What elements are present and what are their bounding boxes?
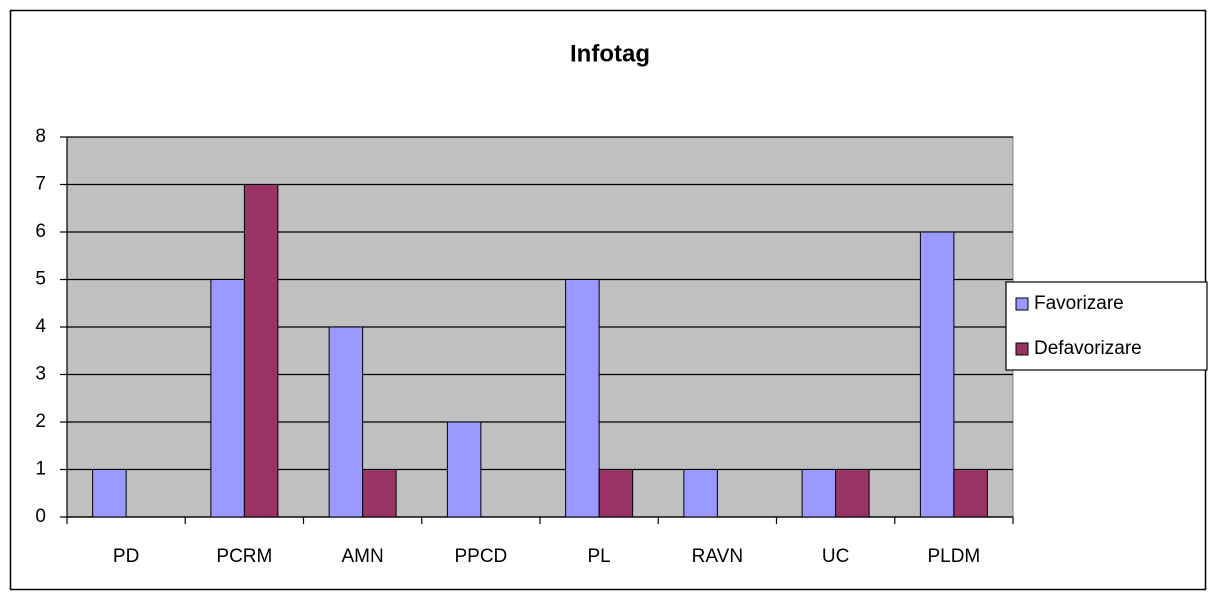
bar [328,326,364,518]
x-tick-label: AMN [342,546,384,567]
y-tick-label: 6 [35,221,46,242]
x-tick-label: PCRM [216,546,272,567]
y-tick-label: 7 [35,174,46,195]
x-tick-label: RAVN [692,546,743,567]
x-tick-label: UC [822,546,849,567]
bar [565,279,600,518]
x-tick-label: PD [113,546,139,567]
legend-label: Defavorizare [1034,338,1142,359]
y-tick-label: 4 [35,316,46,337]
chart-title: Infotag [570,40,650,67]
bar [598,469,634,518]
bar [210,279,245,518]
bar [92,469,127,518]
legend-box [1005,281,1208,371]
legend-swatch [1015,342,1029,356]
bar [362,469,397,518]
y-tick-label: 2 [35,411,46,432]
y-tick-label: 0 [35,506,46,527]
x-tick-label: PPCD [454,546,507,567]
y-tick-label: 8 [35,126,46,147]
bar [953,469,988,518]
bar [835,469,870,518]
y-tick-label: 5 [35,269,46,290]
y-tick-label: 3 [35,364,46,385]
x-tick-label: PL [588,546,611,567]
bar [801,469,837,518]
legend-swatch [1015,297,1029,311]
x-tick-label: PLDM [927,546,980,567]
y-tick-label: 1 [35,459,46,480]
bar [683,469,718,518]
legend-label: Favorizare [1034,293,1124,314]
bar [919,231,955,518]
bar [243,184,279,518]
bar [446,421,482,518]
